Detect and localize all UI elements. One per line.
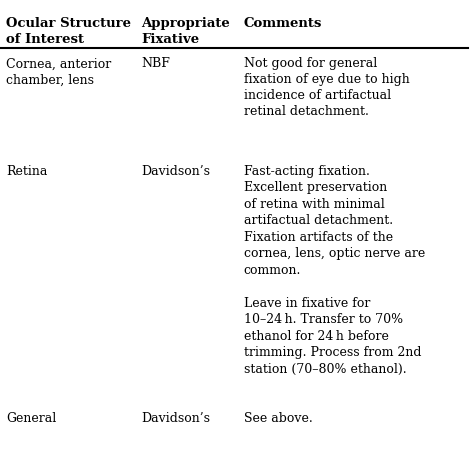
Text: General: General [6,412,56,425]
Text: Cornea, anterior
chamber, lens: Cornea, anterior chamber, lens [6,57,111,87]
Text: Davidson’s: Davidson’s [141,165,210,178]
Text: Comments: Comments [244,17,322,30]
Text: See above.: See above. [244,412,313,425]
Text: Davidson’s: Davidson’s [141,412,210,425]
Text: Retina: Retina [6,165,47,178]
Text: NBF: NBF [141,57,170,70]
Text: Ocular Structure
of Interest: Ocular Structure of Interest [6,17,131,46]
Text: Not good for general
fixation of eye due to high
incidence of artifactual
retina: Not good for general fixation of eye due… [244,57,410,119]
Text: Fast-acting fixation.
Excellent preservation
of retina with minimal
artifactual : Fast-acting fixation. Excellent preserva… [244,165,425,376]
Text: Appropriate
Fixative: Appropriate Fixative [141,17,230,46]
